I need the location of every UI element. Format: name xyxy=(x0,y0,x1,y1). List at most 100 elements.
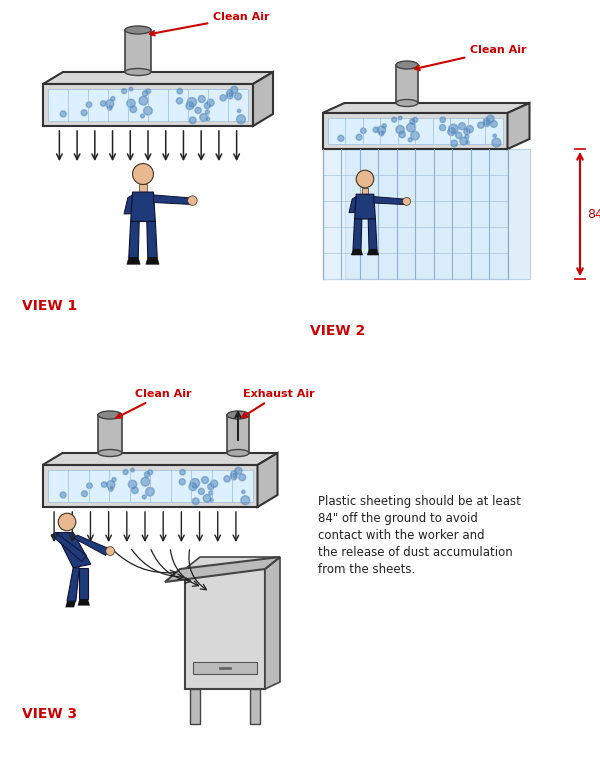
FancyBboxPatch shape xyxy=(250,689,260,724)
Text: Plastic sheeting should be at least
84" off the ground to avoid
contact with the: Plastic sheeting should be at least 84" … xyxy=(318,495,521,576)
Polygon shape xyxy=(124,195,133,214)
Circle shape xyxy=(179,479,185,485)
Circle shape xyxy=(449,124,458,133)
Circle shape xyxy=(392,117,397,122)
Circle shape xyxy=(361,128,366,133)
Circle shape xyxy=(141,477,150,486)
Circle shape xyxy=(490,121,497,127)
Circle shape xyxy=(190,117,196,124)
Circle shape xyxy=(187,98,197,107)
Circle shape xyxy=(235,467,242,474)
Circle shape xyxy=(81,110,87,115)
Polygon shape xyxy=(257,453,277,507)
Circle shape xyxy=(189,483,197,490)
Circle shape xyxy=(230,471,237,477)
Circle shape xyxy=(227,92,233,99)
FancyBboxPatch shape xyxy=(125,30,151,72)
Circle shape xyxy=(60,111,66,117)
Circle shape xyxy=(109,487,113,491)
FancyBboxPatch shape xyxy=(185,569,265,689)
Circle shape xyxy=(377,126,386,134)
Circle shape xyxy=(439,125,446,131)
Circle shape xyxy=(123,470,128,474)
Circle shape xyxy=(140,114,145,118)
Polygon shape xyxy=(355,194,376,219)
Polygon shape xyxy=(146,258,159,264)
Polygon shape xyxy=(131,192,155,222)
Circle shape xyxy=(206,117,210,121)
Circle shape xyxy=(242,490,245,494)
Circle shape xyxy=(403,197,410,206)
Circle shape xyxy=(111,96,115,101)
Circle shape xyxy=(224,476,230,482)
FancyBboxPatch shape xyxy=(98,415,122,453)
Circle shape xyxy=(193,498,199,504)
Circle shape xyxy=(220,95,226,101)
Circle shape xyxy=(382,124,386,128)
Circle shape xyxy=(483,118,490,125)
Polygon shape xyxy=(265,557,280,689)
Circle shape xyxy=(356,170,374,188)
Circle shape xyxy=(200,113,208,121)
FancyBboxPatch shape xyxy=(190,689,200,724)
Polygon shape xyxy=(165,557,280,582)
Circle shape xyxy=(112,477,116,482)
Circle shape xyxy=(399,131,406,138)
Polygon shape xyxy=(51,533,86,561)
Polygon shape xyxy=(367,249,379,255)
Polygon shape xyxy=(374,196,405,205)
Circle shape xyxy=(131,487,138,494)
Circle shape xyxy=(492,138,501,147)
Circle shape xyxy=(107,105,112,110)
Polygon shape xyxy=(154,195,191,204)
Circle shape xyxy=(106,100,114,108)
Circle shape xyxy=(407,123,415,132)
Polygon shape xyxy=(323,103,530,113)
FancyBboxPatch shape xyxy=(362,188,368,194)
Polygon shape xyxy=(73,535,109,555)
FancyBboxPatch shape xyxy=(139,185,147,192)
Circle shape xyxy=(107,480,115,489)
Circle shape xyxy=(410,132,419,140)
Circle shape xyxy=(146,487,154,496)
Circle shape xyxy=(209,491,213,495)
Text: 84": 84" xyxy=(587,207,600,220)
Polygon shape xyxy=(129,222,139,258)
Circle shape xyxy=(190,478,200,488)
Circle shape xyxy=(204,102,211,109)
Polygon shape xyxy=(508,103,530,149)
Circle shape xyxy=(203,494,211,502)
Polygon shape xyxy=(323,149,508,279)
Text: VIEW 1: VIEW 1 xyxy=(22,299,77,313)
Circle shape xyxy=(398,116,402,120)
Text: VIEW 3: VIEW 3 xyxy=(22,707,77,721)
Text: VIEW 2: VIEW 2 xyxy=(310,324,365,338)
Circle shape xyxy=(86,102,92,108)
Circle shape xyxy=(210,498,213,502)
Circle shape xyxy=(143,106,152,115)
Polygon shape xyxy=(368,219,377,249)
Circle shape xyxy=(235,93,241,100)
Circle shape xyxy=(129,87,133,91)
Polygon shape xyxy=(185,557,280,569)
Circle shape xyxy=(186,102,194,109)
Circle shape xyxy=(239,474,245,480)
Circle shape xyxy=(238,109,241,112)
Polygon shape xyxy=(353,219,362,249)
Polygon shape xyxy=(323,113,508,149)
Circle shape xyxy=(478,122,484,129)
FancyBboxPatch shape xyxy=(396,65,418,103)
Circle shape xyxy=(127,99,135,108)
Ellipse shape xyxy=(396,99,418,106)
Circle shape xyxy=(146,89,151,94)
Circle shape xyxy=(205,110,209,114)
Circle shape xyxy=(413,118,418,122)
Circle shape xyxy=(464,129,470,135)
Polygon shape xyxy=(349,196,356,213)
Polygon shape xyxy=(56,533,91,567)
Circle shape xyxy=(356,134,362,140)
Ellipse shape xyxy=(125,26,151,34)
Polygon shape xyxy=(79,567,88,599)
Circle shape xyxy=(408,138,412,142)
Circle shape xyxy=(466,126,473,132)
